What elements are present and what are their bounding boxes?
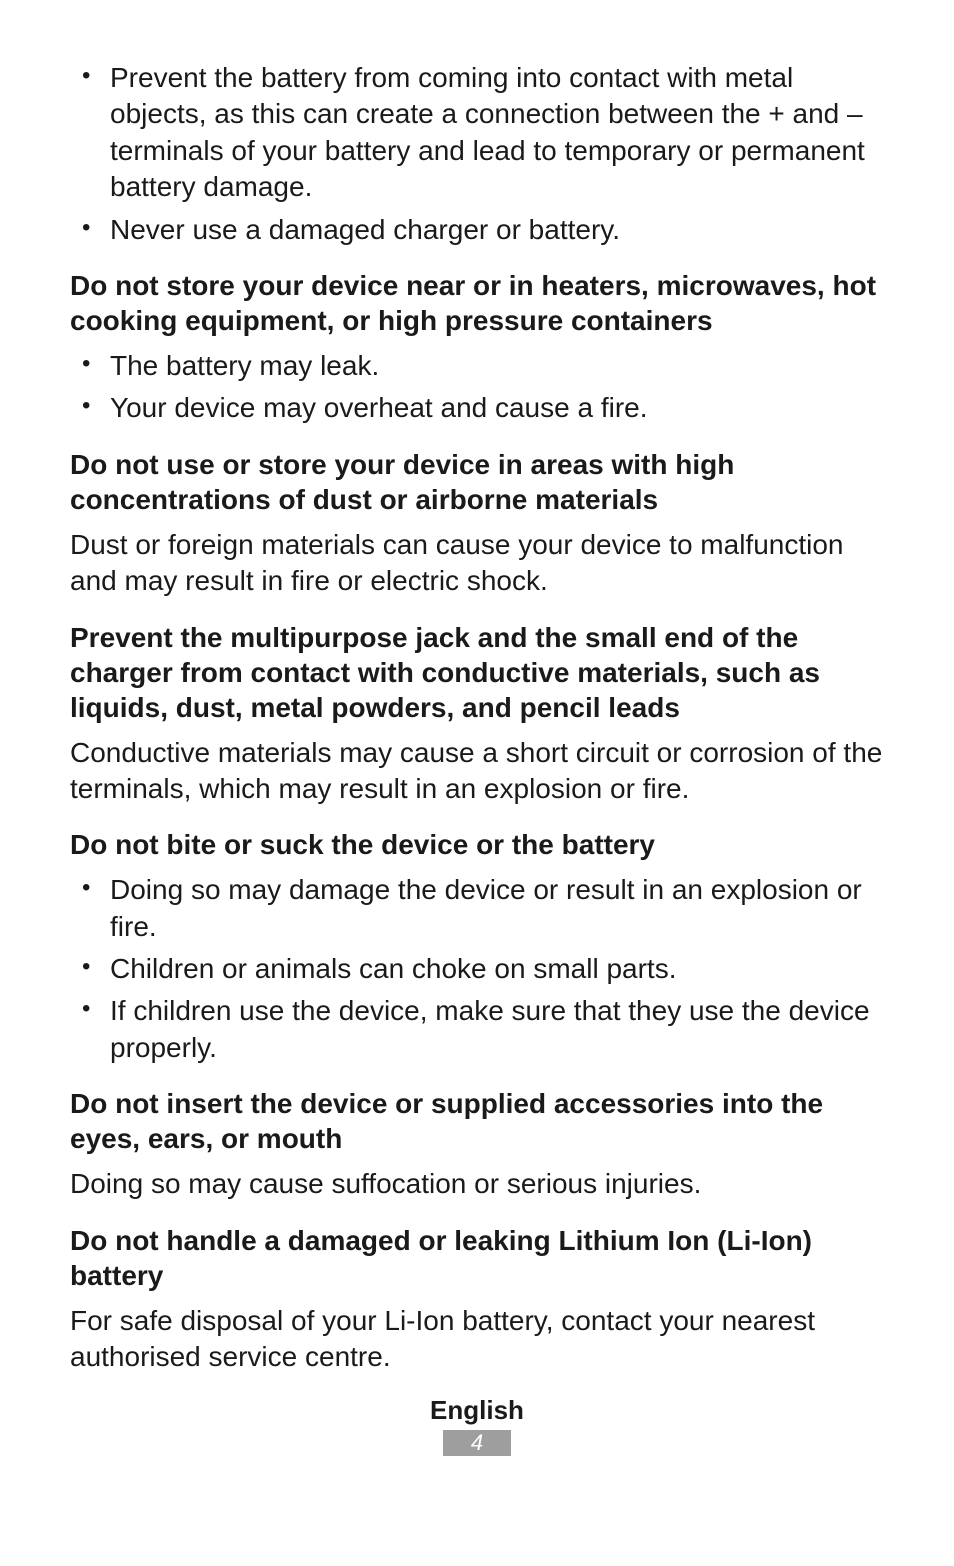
footer-language: English (70, 1395, 884, 1426)
bullet-list: The battery may leak. Your device may ov… (70, 348, 884, 427)
body-text: Doing so may cause suffocation or seriou… (70, 1166, 884, 1202)
section-heading: Prevent the multipurpose jack and the sm… (70, 620, 884, 725)
body-text: Dust or foreign materials can cause your… (70, 527, 884, 600)
list-item: Never use a damaged charger or battery. (70, 212, 884, 248)
bullet-list-top: Prevent the battery from coming into con… (70, 60, 884, 248)
page-footer: English 4 (70, 1395, 884, 1456)
list-item: The battery may leak. (70, 348, 884, 384)
list-item: Prevent the battery from coming into con… (70, 60, 884, 206)
footer-page-number: 4 (443, 1430, 511, 1456)
body-text: For safe disposal of your Li-Ion battery… (70, 1303, 884, 1376)
section-heading: Do not store your device near or in heat… (70, 268, 884, 338)
section-heading: Do not insert the device or supplied acc… (70, 1086, 884, 1156)
list-item: Children or animals can choke on small p… (70, 951, 884, 987)
body-text: Conductive materials may cause a short c… (70, 735, 884, 808)
page: Prevent the battery from coming into con… (0, 0, 954, 1486)
section-heading: Do not handle a damaged or leaking Lithi… (70, 1223, 884, 1293)
section-heading: Do not bite or suck the device or the ba… (70, 827, 884, 862)
list-item: If children use the device, make sure th… (70, 993, 884, 1066)
list-item: Your device may overheat and cause a fir… (70, 390, 884, 426)
list-item: Doing so may damage the device or result… (70, 872, 884, 945)
section-heading: Do not use or store your device in areas… (70, 447, 884, 517)
bullet-list: Doing so may damage the device or result… (70, 872, 884, 1066)
